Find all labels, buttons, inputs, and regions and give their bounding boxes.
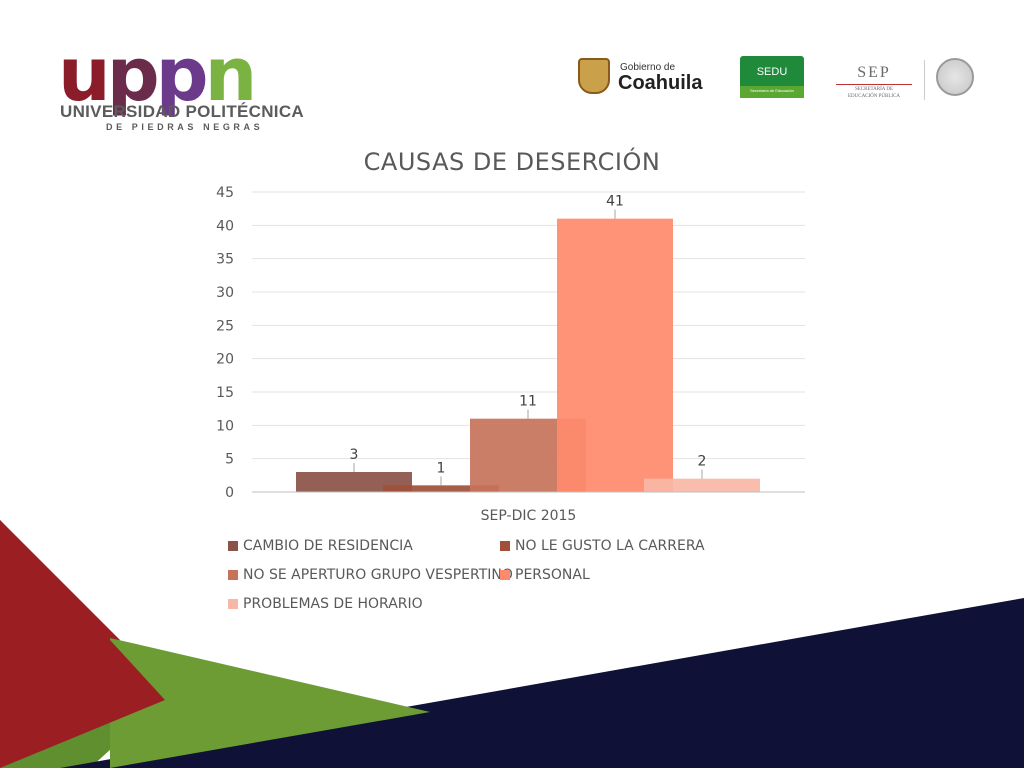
uppn-letter-n: n <box>204 32 258 118</box>
sep-logo: SEP SECRETARÍA DE EDUCACIÓN PÚBLICA <box>834 64 914 104</box>
bar-data-label: 1 <box>437 460 446 476</box>
y-tick-label: 20 <box>216 352 234 368</box>
y-axis-ticks: 0 5 10 15 20 25 30 35 40 45 <box>216 185 234 501</box>
uppn-letter-p2: p <box>155 32 209 118</box>
y-tick-label: 30 <box>216 285 234 301</box>
legend-item: NO LE GUSTO LA CARRERA <box>500 538 705 554</box>
x-axis-category-label: SEP-DIC 2015 <box>481 508 577 524</box>
legend-item: PROBLEMAS DE HORARIO <box>228 596 423 612</box>
sep-divider-line <box>836 84 912 85</box>
sedu-subtitle: Secretaría de Educación <box>750 88 794 93</box>
uppn-letter-p1: p <box>106 32 160 118</box>
legend-label: CAMBIO DE RESIDENCIA <box>243 538 413 554</box>
sep-subtitle-1: SECRETARÍA DE <box>854 87 894 92</box>
y-tick-label: 15 <box>216 385 234 401</box>
bar-data-label: 11 <box>519 394 537 410</box>
coahuila-logo: Gobierno de Coahuila <box>578 58 708 98</box>
legend-item: NO SE APERTURO GRUPO VESPERTINO <box>228 567 513 583</box>
uppn-logo-letters: uppn <box>58 38 318 112</box>
bar-data-label: 3 <box>350 447 359 463</box>
sedu-logo: SEDU Secretaría de Educación <box>740 56 804 98</box>
legend-item: CAMBIO DE RESIDENCIA <box>228 538 413 554</box>
legend-swatch <box>228 541 238 551</box>
bar <box>644 478 760 492</box>
university-name: UNIVERSIDAD POLITÉCNICA <box>60 102 304 121</box>
uppn-logo: uppn UNIVERSIDAD POLITÉCNICA DE PIEDRAS … <box>58 38 318 138</box>
legend-label: NO LE GUSTO LA CARRERA <box>515 538 705 554</box>
y-tick-label: 25 <box>216 318 234 334</box>
university-subtitle: DE PIEDRAS NEGRAS <box>106 122 264 132</box>
y-tick-label: 10 <box>216 418 234 434</box>
sep-subtitle-2: EDUCACIÓN PÚBLICA <box>847 94 901 99</box>
y-tick-label: 35 <box>216 252 234 268</box>
y-tick-label: 5 <box>225 452 234 468</box>
chart-legend: CAMBIO DE RESIDENCIA NO LE GUSTO LA CARRE… <box>228 538 748 624</box>
legend-swatch <box>500 541 510 551</box>
y-tick-label: 45 <box>216 185 234 201</box>
bar-data-label: 41 <box>606 194 624 210</box>
background-light-green-wedge <box>110 638 430 768</box>
y-tick-label: 40 <box>216 218 234 234</box>
coahuila-name: Coahuila <box>618 72 703 94</box>
background-dark-red-wedge <box>0 520 165 768</box>
bar <box>383 485 499 492</box>
bar <box>557 218 673 492</box>
legend-label: NO SE APERTURO GRUPO VESPERTINO <box>243 567 513 583</box>
legend-swatch <box>228 599 238 609</box>
legend-label: PROBLEMAS DE HORARIO <box>243 596 423 612</box>
sep-title: SEP <box>857 64 891 81</box>
sedu-band <box>740 86 804 98</box>
mexico-seal-icon <box>936 58 974 96</box>
legend-label: PERSONAL <box>515 567 590 583</box>
chart-bars <box>296 218 760 492</box>
y-tick-label: 0 <box>225 485 234 501</box>
coahuila-shield-icon <box>578 58 610 94</box>
legend-swatch <box>500 570 510 580</box>
legend-swatch <box>228 570 238 580</box>
uppn-letter-u: u <box>58 32 111 118</box>
logo-divider <box>924 60 925 100</box>
bar-data-label: 2 <box>698 454 707 470</box>
sedu-title: SEDU <box>756 66 788 78</box>
legend-item: PERSONAL <box>500 567 590 583</box>
coahuila-gobierno-label: Gobierno de <box>620 62 676 73</box>
chart-title: CAUSAS DE DESERCIÓN <box>363 148 661 176</box>
